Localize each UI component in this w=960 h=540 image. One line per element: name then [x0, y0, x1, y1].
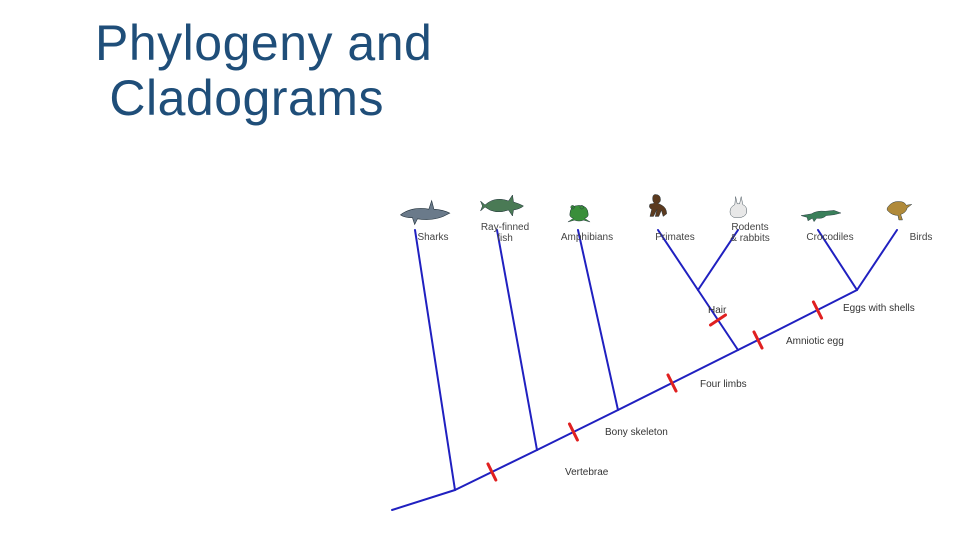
- rabbit-icon: [718, 185, 758, 229]
- primate-icon: [635, 180, 679, 230]
- crocodile-icon: [788, 200, 854, 226]
- trait-label-amniotic: Amniotic egg: [786, 336, 844, 347]
- trait-tick-hair: [711, 315, 726, 325]
- fish-icon: [475, 190, 530, 220]
- branch: [455, 450, 537, 490]
- branch: [497, 230, 537, 450]
- taxon-label-rayfish: Ray-finnedfish: [470, 222, 540, 244]
- trait-label-fourlimbs: Four limbs: [700, 379, 747, 390]
- taxon-label-crocodiles: Crocodiles: [795, 232, 865, 243]
- taxon-label-primates: Primates: [640, 232, 710, 243]
- trait-tick-bonyskel: [569, 424, 577, 440]
- shark-icon: [388, 195, 464, 229]
- taxon-label-amphibians: Amphibians: [552, 232, 622, 243]
- branch: [415, 230, 455, 490]
- branch: [578, 230, 618, 410]
- branch: [392, 490, 455, 510]
- trait-label-bonyskel: Bony skeleton: [605, 427, 668, 438]
- slide: Phylogeny and Cladograms SharksRay-finne…: [0, 0, 960, 540]
- taxon-label-birds: Birds: [886, 232, 956, 243]
- cladogram-tree: [0, 0, 960, 540]
- trait-label-hair: Hair: [708, 305, 726, 316]
- frog-icon: [556, 192, 602, 228]
- taxon-label-sharks: Sharks: [398, 232, 468, 243]
- bird-icon: [874, 188, 920, 228]
- trait-label-vertebrae: Vertebrae: [565, 467, 608, 478]
- trait-tick-eggshell: [813, 302, 821, 318]
- trait-tick-vertebrae: [488, 464, 496, 480]
- trait-tick-fourlimbs: [668, 375, 676, 391]
- trait-label-eggshell: Eggs with shells: [843, 303, 915, 314]
- trait-tick-amniotic: [754, 332, 762, 348]
